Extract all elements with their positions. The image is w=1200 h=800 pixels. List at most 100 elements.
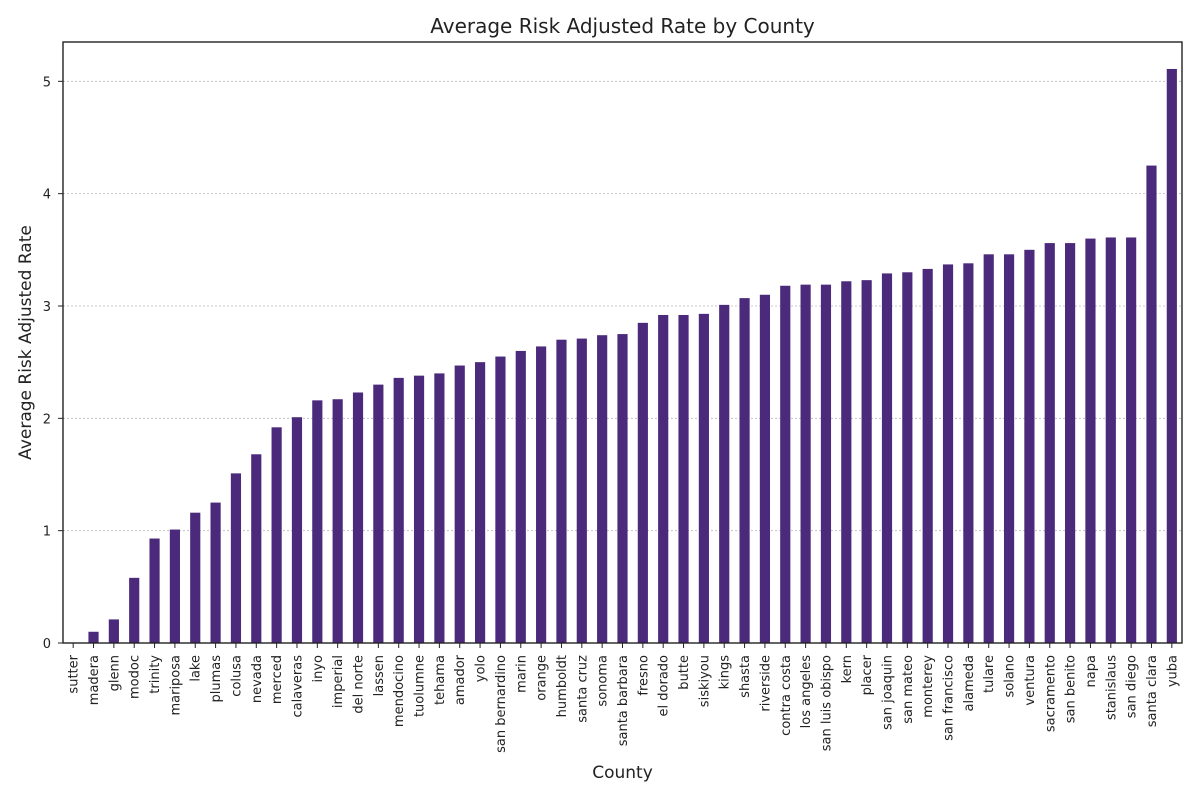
x-tick-label: madera xyxy=(87,655,102,705)
x-tick-label: del norte xyxy=(352,655,367,714)
x-tick-label: el dorado xyxy=(657,655,672,717)
bar xyxy=(413,375,425,643)
bar xyxy=(1105,237,1116,643)
x-tick-label: marin xyxy=(514,655,529,693)
x-tick-label: napa xyxy=(1084,655,1099,687)
bar xyxy=(251,454,262,643)
bar xyxy=(1044,243,1055,643)
x-tick-label: lassen xyxy=(372,655,387,696)
y-tick-label: 3 xyxy=(43,300,51,315)
x-tick-label: san francisco xyxy=(942,655,957,741)
x-tick-label: modoc xyxy=(128,655,143,699)
x-tick-label: glenn xyxy=(107,655,122,691)
bar xyxy=(1126,237,1137,643)
x-tick-label: siskiyou xyxy=(697,655,712,707)
bar xyxy=(637,322,648,643)
bar xyxy=(1065,243,1076,643)
bar xyxy=(881,273,893,643)
bar xyxy=(230,473,242,643)
x-tick-label: trinity xyxy=(148,655,163,694)
x-tick-label: mariposa xyxy=(168,655,183,716)
x-tick-label: butte xyxy=(677,655,692,690)
bar xyxy=(352,392,364,643)
bar xyxy=(515,350,526,643)
x-tick-label: santa cruz xyxy=(575,655,590,723)
x-tick-label: kern xyxy=(840,655,855,683)
bar xyxy=(454,365,465,643)
x-tick-label: calaveras xyxy=(290,655,305,718)
bar xyxy=(1085,238,1096,643)
x-tick-label: merced xyxy=(270,655,285,704)
x-tick-label: mendocino xyxy=(392,655,407,727)
x-tick-label: san mateo xyxy=(901,655,916,724)
x-tick-label: sacramento xyxy=(1043,655,1058,732)
bar xyxy=(210,502,221,643)
y-tick-label: 5 xyxy=(43,75,51,90)
bar xyxy=(1024,249,1035,643)
bar xyxy=(983,254,994,643)
x-tick-label: fresno xyxy=(636,655,651,696)
y-tick-label: 4 xyxy=(43,188,51,203)
x-tick-label: yolo xyxy=(474,655,489,682)
x-tick-label: santa clara xyxy=(1145,655,1160,727)
bar xyxy=(373,384,384,643)
y-axis-ticks: 0 1 2 3 4 5 xyxy=(43,75,63,652)
bar xyxy=(291,417,303,643)
x-tick-label: stanislaus xyxy=(1104,655,1119,720)
bar xyxy=(1146,165,1157,643)
bar xyxy=(739,298,750,643)
bar xyxy=(576,338,587,643)
x-tick-label: solano xyxy=(1003,655,1018,698)
y-tick-label: 0 xyxy=(43,637,51,652)
x-tick-label: imperial xyxy=(331,655,346,708)
y-axis-label: Average Risk Adjusted Rate xyxy=(16,225,36,460)
y-tick-label: 2 xyxy=(43,412,51,427)
x-tick-label: plumas xyxy=(209,655,224,703)
bar xyxy=(556,339,567,643)
x-tick-label: san joaquin xyxy=(880,655,895,730)
y-tick-label: 1 xyxy=(43,525,51,540)
bar xyxy=(922,268,933,643)
bar xyxy=(963,263,974,643)
x-tick-label: nevada xyxy=(250,655,265,703)
bar xyxy=(312,400,323,643)
x-tick-label: placer xyxy=(860,654,875,695)
x-tick-label: san luis obispo xyxy=(819,655,834,751)
x-axis-label: County xyxy=(592,763,653,783)
x-tick-label: tehama xyxy=(433,655,448,705)
bar xyxy=(434,373,445,643)
bar xyxy=(759,294,771,643)
bar xyxy=(88,631,99,643)
x-tick-label: inyo xyxy=(311,655,326,683)
bar xyxy=(1003,254,1015,643)
x-tick-label: san diego xyxy=(1125,655,1140,718)
bar xyxy=(861,280,872,643)
bar xyxy=(658,314,669,643)
bar xyxy=(129,577,140,643)
x-tick-label: los angeles xyxy=(799,655,814,729)
bar xyxy=(169,529,180,643)
x-axis-ticks: sutter madera glenn modoc trinity mariposa lak… xyxy=(67,643,1180,753)
x-tick-label: contra costa xyxy=(779,655,794,736)
bar xyxy=(149,538,160,643)
x-tick-label: alameda xyxy=(962,655,977,711)
x-tick-label: shasta xyxy=(738,655,753,698)
x-tick-label: san bernardino xyxy=(494,655,509,753)
bar xyxy=(698,313,709,643)
x-tick-label: orange xyxy=(535,655,550,701)
bar xyxy=(108,619,119,643)
grid-layer xyxy=(63,80,1182,532)
bar xyxy=(719,304,730,643)
x-tick-label: tuolumne xyxy=(413,655,428,717)
x-tick-label: santa barbara xyxy=(616,655,631,746)
x-tick-label: yuba xyxy=(1165,655,1180,687)
x-tick-label: amador xyxy=(453,654,468,705)
bar xyxy=(800,284,811,643)
plot-frame xyxy=(62,41,1183,644)
bar xyxy=(902,272,913,643)
x-tick-label: humboldt xyxy=(555,655,570,717)
bar xyxy=(780,285,791,643)
bar xyxy=(271,427,282,643)
